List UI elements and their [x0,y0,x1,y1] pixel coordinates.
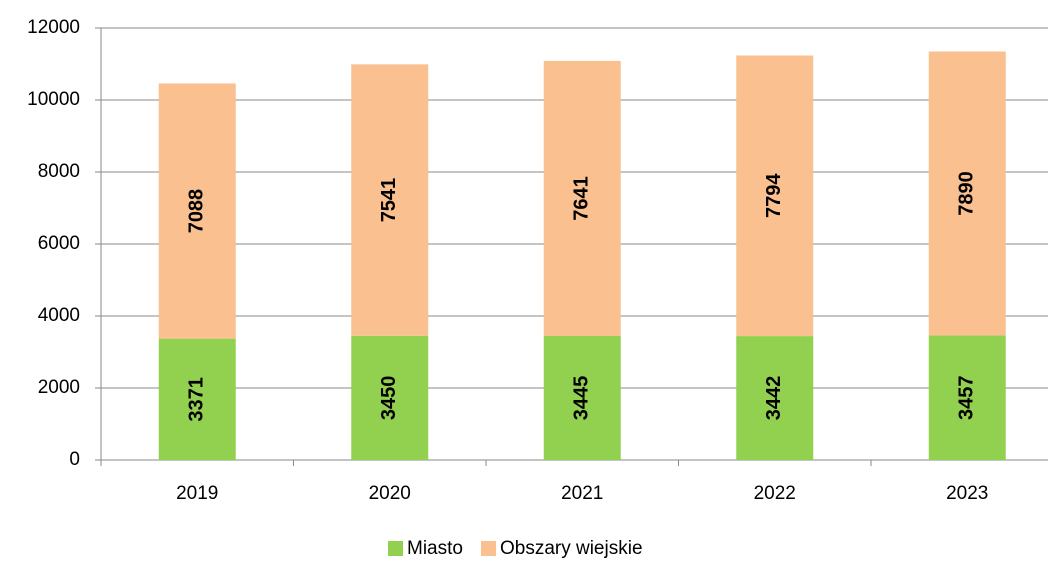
y-tick-label: 10000 [27,89,80,110]
value-label: 3450 [378,376,400,421]
bar-segment [351,64,429,336]
value-label: 7541 [378,178,400,223]
value-label: 3445 [571,376,593,421]
y-tick-label: 4000 [38,305,80,326]
bar-segment [928,51,1006,336]
bar-segment [158,338,236,460]
y-tick-label: 6000 [38,233,80,254]
value-label: 7641 [571,176,593,221]
y-tick-label: 8000 [38,161,80,182]
bar-segment [543,335,621,460]
bar-segment [736,336,814,460]
x-tick-label: 2022 [754,483,796,504]
legend-swatch [480,541,496,556]
y-tick-label: 12000 [27,17,80,38]
value-label: 7890 [956,171,978,216]
value-label: 7088 [186,189,208,234]
legend-swatch [388,541,403,556]
legend-label: Obszary wiejskie [500,538,643,559]
bar-segment [928,335,1006,460]
value-label: 3371 [186,377,208,422]
x-tick-label: 2020 [369,483,411,504]
value-label: 3442 [763,376,785,421]
bar-segment [158,83,236,339]
x-tick-label: 2019 [176,483,218,504]
bar-segment [736,55,814,337]
x-tick-label: 2023 [946,483,988,504]
y-tick-label: 0 [69,449,80,470]
x-tick-label: 2021 [561,483,603,504]
value-label: 3457 [956,376,978,421]
legend-label: Miasto [407,538,463,559]
bar-segment [351,335,429,460]
value-label: 7794 [763,173,785,218]
bar-segment [543,60,621,336]
y-tick-label: 2000 [38,377,80,398]
